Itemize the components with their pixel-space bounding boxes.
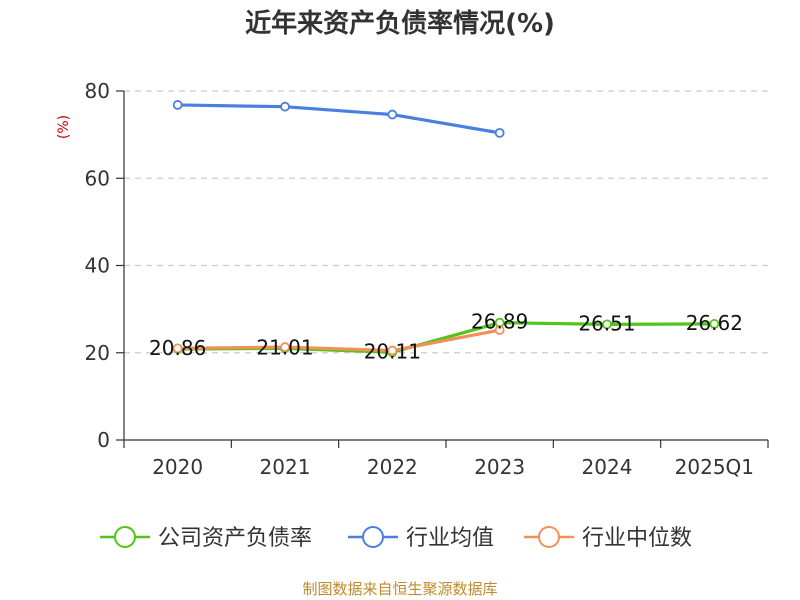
data-point xyxy=(494,127,505,138)
data-point xyxy=(280,101,290,112)
chart-title: 近年来资产负债率情况(%) xyxy=(245,8,555,39)
grid-lines xyxy=(116,90,768,441)
x-tick-label: 2022 xyxy=(367,455,418,479)
legend: 公司资产负债率 行业均值 行业中位数 xyxy=(100,526,692,551)
data-point xyxy=(494,325,505,335)
legend-marker xyxy=(538,526,560,548)
axes xyxy=(123,91,769,448)
data-label: 26.51 xyxy=(578,311,635,335)
series-line xyxy=(176,328,502,353)
x-tick-label: 2024 xyxy=(582,455,633,479)
data-point xyxy=(280,342,290,352)
legend-marker xyxy=(362,526,384,548)
x-tick-label: 2021 xyxy=(260,455,311,479)
y-axis-label: (%) xyxy=(56,115,72,139)
data-label: 20.86 xyxy=(149,336,206,360)
data-point xyxy=(709,318,720,329)
data-point xyxy=(387,109,398,120)
y-tick-label: 40 xyxy=(85,254,110,278)
data-label: 21.01 xyxy=(256,335,313,359)
data-label: 20.11 xyxy=(364,339,421,363)
data-point xyxy=(387,345,398,356)
y-tick-label: 20 xyxy=(85,341,110,365)
source-note: 制图数据来自恒生聚源数据库 xyxy=(302,580,497,598)
data-point xyxy=(172,100,183,110)
x-tick-label: 2025Q1 xyxy=(675,455,754,479)
data-labels: 20.86 21.01 20.11 26.89 26.51 26.62 xyxy=(149,310,743,364)
y-tick-label: 0 xyxy=(97,428,110,452)
legend-marker xyxy=(114,526,136,548)
y-tick-label: 80 xyxy=(85,79,110,103)
data-point xyxy=(172,343,183,354)
series-lines xyxy=(176,103,716,354)
series-points xyxy=(172,100,720,358)
legend-label: 行业均值 xyxy=(406,526,494,551)
data-label: 26.89 xyxy=(471,310,528,334)
data-point xyxy=(602,319,612,330)
legend-label: 公司资产负债率 xyxy=(158,526,312,551)
x-tick-label: 2023 xyxy=(474,455,525,479)
x-tick-labels: 2020 2021 2022 2023 2024 2025Q1 xyxy=(152,455,754,479)
series-line xyxy=(176,103,502,135)
data-label: 26.62 xyxy=(686,311,743,335)
x-tick-label: 2020 xyxy=(152,455,203,479)
y-tick-labels: 0 20 40 60 80 xyxy=(85,79,110,452)
y-tick-label: 60 xyxy=(85,166,110,190)
legend-label: 行业中位数 xyxy=(582,526,692,551)
